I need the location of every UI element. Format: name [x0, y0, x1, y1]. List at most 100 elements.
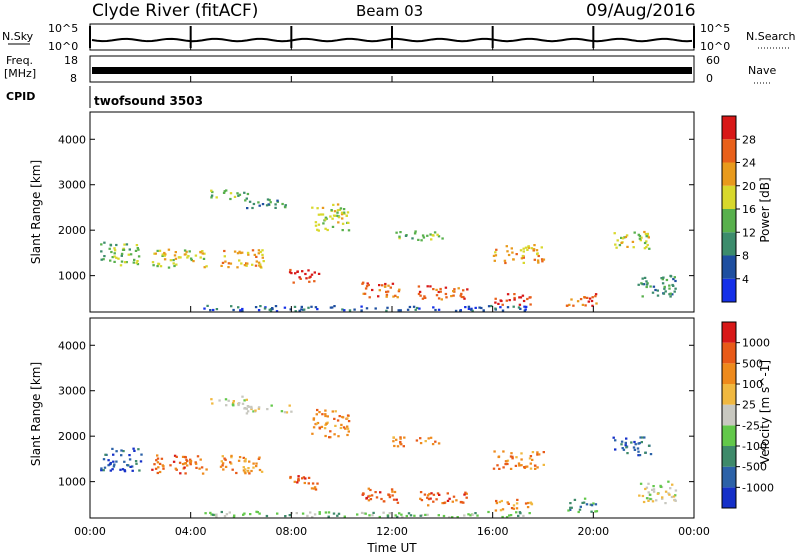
data-cell: [232, 402, 235, 405]
data-cell: [636, 447, 640, 450]
data-cell: [460, 292, 463, 295]
data-cell: [265, 514, 269, 518]
data-cell: [211, 190, 214, 194]
data-cell: [512, 305, 515, 308]
data-cell: [529, 462, 532, 465]
colorbar-tick-label: 4: [742, 273, 749, 286]
data-cell: [529, 296, 532, 299]
data-cell: [621, 237, 625, 240]
data-cell: [257, 252, 260, 255]
data-cell: [401, 516, 404, 519]
data-cell: [502, 466, 505, 469]
colorbar-tick-label: -500: [742, 461, 767, 474]
power-colorbar: 4 8 12 16 20 24 28: [721, 115, 756, 303]
data-cell: [648, 247, 651, 250]
data-cell: [429, 436, 433, 439]
data-cell: [442, 514, 446, 518]
data-cell: [439, 290, 442, 293]
data-cell: [186, 460, 189, 463]
colorbar-swatch: [722, 116, 736, 140]
data-cell: [460, 295, 463, 299]
data-cell: [269, 201, 272, 204]
data-cell: [453, 288, 456, 291]
data-cell: [247, 253, 250, 256]
data-cell: [237, 403, 240, 407]
data-cell: [531, 451, 535, 454]
data-cell: [644, 233, 648, 236]
data-cell: [622, 448, 626, 451]
data-cell: [672, 495, 676, 498]
data-cell: [662, 276, 665, 279]
data-cell: [641, 295, 644, 298]
data-cell: [304, 477, 307, 480]
data-cell: [243, 512, 246, 515]
data-cell: [137, 248, 140, 251]
data-cell: [314, 224, 318, 227]
data-cell: [674, 279, 677, 283]
data-cell: [361, 282, 364, 285]
data-cell: [151, 261, 155, 264]
data-cell: [113, 252, 116, 255]
data-cell: [505, 245, 508, 248]
data-cell: [614, 243, 617, 246]
data-cell: [140, 453, 143, 456]
data-cell: [444, 286, 448, 289]
data-cell: [424, 440, 427, 443]
colorbar-swatch: [722, 162, 736, 186]
data-cell: [662, 292, 666, 295]
data-cell: [519, 296, 523, 299]
data-cell: [649, 285, 652, 288]
data-cell: [524, 308, 527, 311]
data-cell: [324, 413, 327, 416]
data-cell: [167, 248, 171, 251]
data-cell: [522, 256, 525, 259]
data-cell: [380, 497, 383, 501]
data-cell: [521, 254, 525, 258]
data-cell: [310, 305, 313, 308]
data-cell: [378, 515, 381, 519]
data-cell: [573, 498, 577, 501]
data-cell: [119, 264, 123, 267]
power-colorbar-label: Power [dB]: [758, 177, 772, 242]
data-cell: [229, 262, 233, 265]
data-cell: [246, 410, 250, 413]
data-cell: [364, 512, 367, 515]
data-cell: [324, 218, 327, 221]
data-cell: [227, 266, 230, 269]
data-cell: [283, 306, 287, 309]
data-cell: [513, 293, 516, 296]
data-cell: [369, 498, 373, 501]
data-cell: [290, 410, 293, 413]
data-cell: [518, 296, 521, 299]
data-cell: [183, 253, 187, 256]
data-cell: [257, 249, 261, 252]
data-cell: [317, 213, 321, 216]
data-cell: [498, 467, 501, 470]
data-cell: [241, 395, 244, 398]
colorbar-tick-label: 100: [742, 378, 763, 391]
data-cell: [641, 494, 645, 498]
data-cell: [671, 483, 674, 486]
data-cell: [333, 305, 336, 308]
data-cell: [184, 472, 187, 475]
data-cell: [289, 475, 292, 479]
data-cell: [303, 481, 306, 485]
data-cell: [334, 424, 337, 427]
data-cell: [190, 258, 193, 262]
data-cell: [245, 197, 248, 200]
data-cell: [341, 308, 344, 311]
data-cell: [430, 492, 433, 495]
x-tick-label: 00:00: [678, 525, 710, 538]
colorbar-swatch: [722, 278, 736, 302]
data-cell: [243, 191, 246, 194]
data-cell: [390, 488, 394, 491]
data-cell: [583, 296, 586, 299]
data-cell: [503, 259, 507, 262]
data-cell: [334, 410, 337, 413]
data-cell: [324, 511, 328, 514]
data-cell: [325, 422, 328, 425]
data-cell: [360, 309, 363, 312]
data-cell: [112, 465, 116, 468]
data-cell: [522, 261, 525, 264]
nave-label: Nave: [748, 64, 776, 77]
